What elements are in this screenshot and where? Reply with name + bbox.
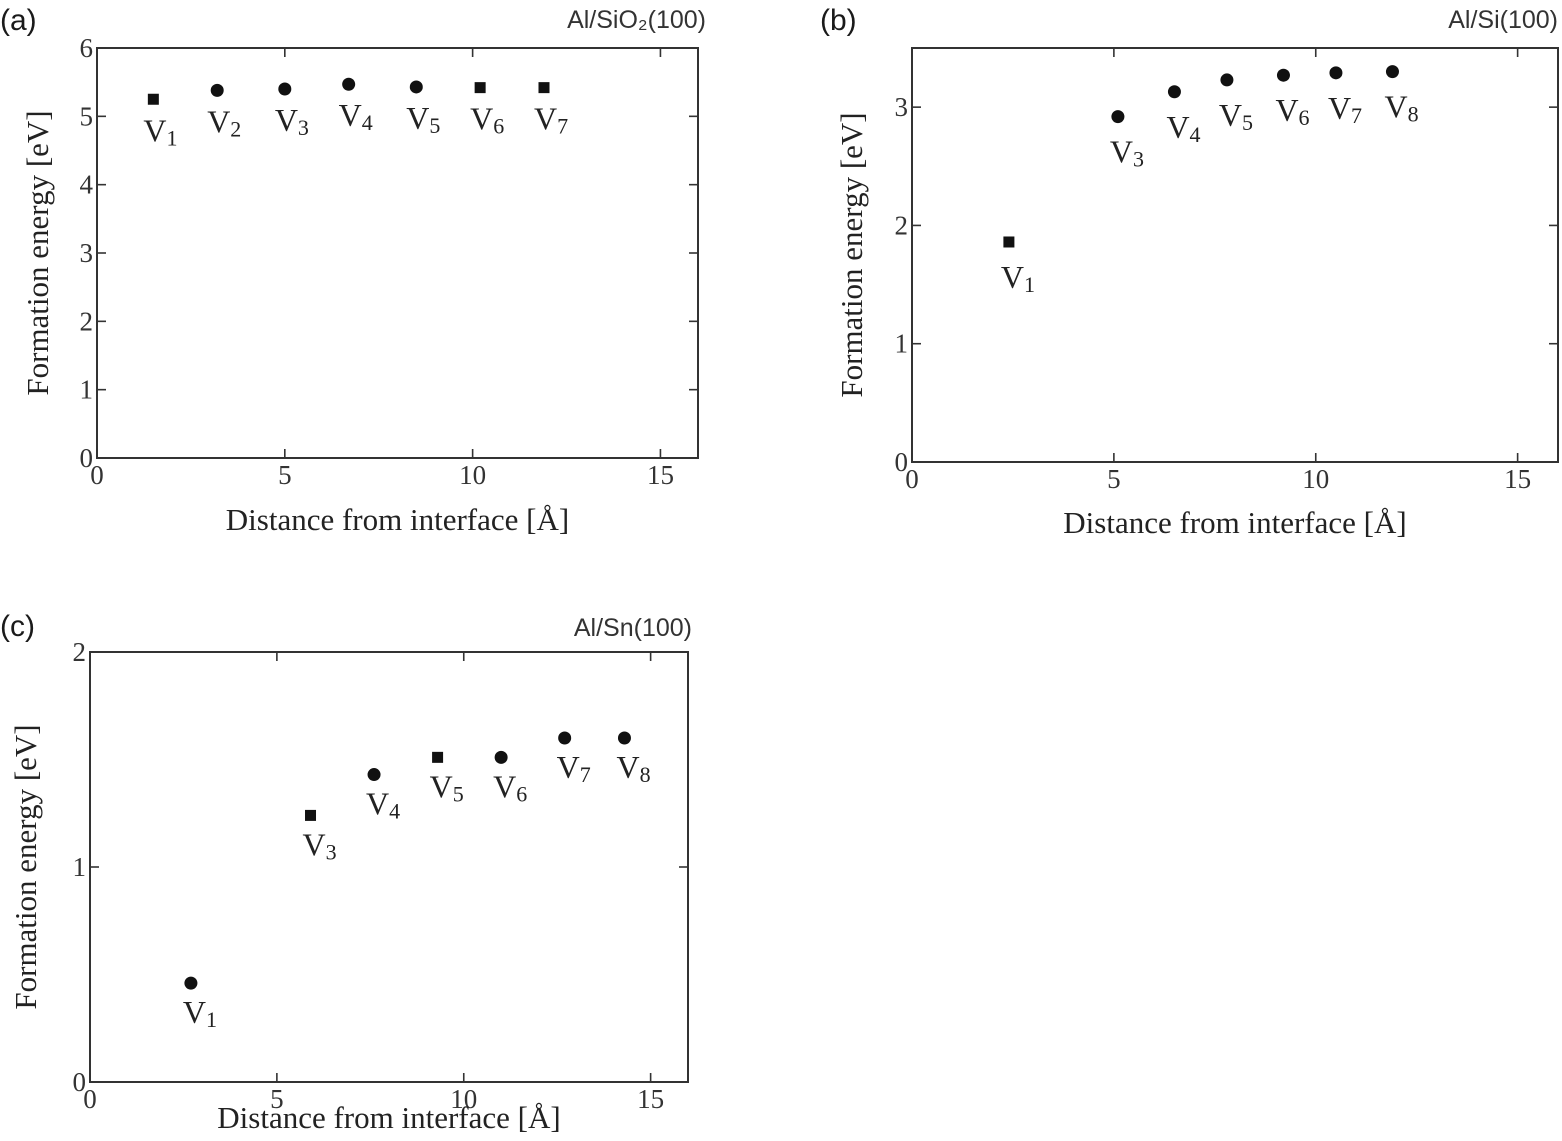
panel-a-point [409,80,423,94]
panel-a-point-label: V4 [339,97,373,135]
panel-c-point-label: V1 [183,994,217,1032]
panel-c-title: Al/Sn(100) [574,614,692,642]
panel-b-xtick-label: 5 [1107,464,1121,494]
panel-c-xtick-label: 0 [83,1084,97,1114]
panel-c-point-label: V8 [616,749,650,787]
panel-a-ytick-label: 2 [80,306,94,336]
panel-b-point [1111,110,1125,124]
panel-b-point-label: V1 [1001,259,1035,297]
panel-c-xtick-label: 15 [637,1084,664,1114]
panel-c-point [432,751,444,763]
panel-a-point [210,83,224,97]
panel-c-point-label: V7 [557,749,591,787]
panel-c-point-label: V3 [303,826,337,864]
panel-b-point-label: V3 [1110,134,1144,172]
panel-b: (b) Al/Si(100) 0 5 10 15 0 1 2 3 Distance from int… [820,4,1559,540]
panel-c-letter: (c) [0,610,35,643]
panel-b-point-label: V5 [1219,97,1253,135]
panel-a-point-label: V5 [406,100,440,138]
panel-a-xtick-label: 10 [459,460,486,490]
panel-a-ytick-label: 1 [80,375,94,405]
panel-a-point-label: V6 [470,101,504,139]
panel-b-ytick-label: 3 [895,92,909,122]
panel-c-xlabel: Distance from interface [Å] [217,1100,560,1135]
panel-b-xtick-label: 0 [905,464,919,494]
panel-c-point [305,809,317,821]
panel-b-point-label: V8 [1384,89,1418,127]
panel-a-xlabel: Distance from interface [Å] [226,502,569,537]
panel-a-point-label: V2 [207,103,241,141]
panel-a-point [147,93,159,105]
panel-c-point [558,731,572,745]
panel-b-point-label: V7 [1328,90,1362,128]
panel-c-ylabel: Formation energy [eV] [8,724,43,1009]
panel-a-point [474,82,486,94]
panel-c-point [617,731,631,745]
panel-a-point-label: V3 [275,102,309,140]
panel-b-plot-frame [911,47,1559,463]
panel-c-xtick-label: 5 [270,1084,284,1114]
panel-b-xlabel: Distance from interface [Å] [1063,505,1406,540]
panel-c-xtick-label: 10 [450,1084,477,1114]
panel-a: (a) Al/SiO₂(100) 0 5 10 15 0 1 2 3 4 5 6 Distance fro… [0,4,706,537]
panel-c-ytick-label: 2 [73,637,87,667]
panel-a-point [342,77,356,91]
panel-a-ytick-label: 4 [80,170,94,200]
panel-b-ylabel: Formation energy [eV] [834,112,869,397]
panel-b-ytick-label: 2 [895,210,909,240]
panel-a-ytick-label: 0 [80,443,94,473]
panel-a-ylabel: Formation energy [eV] [20,110,55,395]
panel-b-ytick-label: 1 [895,329,909,359]
panel-c-point [494,750,508,764]
panel-b-point [1167,85,1181,99]
panel-c: (c) Al/Sn(100) 0 5 10 15 0 1 2 Distance from inte… [0,610,692,1135]
panel-a-letter: (a) [0,4,37,37]
panel-a-ytick-label: 5 [80,101,94,131]
panel-b-point [1220,73,1234,87]
panel-a-ytick-label: 6 [80,33,94,63]
panel-a-point-label: V1 [143,112,177,150]
panel-b-point [1276,68,1290,82]
panel-c-ytick-label: 1 [73,852,87,882]
panel-a-xtick-label: 0 [90,460,104,490]
panel-c-point-label: V6 [493,768,527,806]
panel-a-plot-frame [96,47,699,459]
panel-c-point [367,768,381,782]
panel-b-point [1003,236,1015,248]
panel-b-title: Al/Si(100) [1448,6,1558,34]
panel-a-point [278,82,292,96]
panel-a-point-label: V7 [534,101,568,139]
panel-a-xtick-label: 5 [278,460,292,490]
panel-b-xtick-label: 10 [1302,464,1329,494]
panel-b-xtick-label: 15 [1504,464,1531,494]
panel-b-ytick-label: 0 [895,447,909,477]
panel-b-point-label: V6 [1275,92,1309,130]
panel-a-xtick-label: 15 [647,460,674,490]
panel-c-point [184,976,198,990]
panel-c-point-label: V4 [366,786,400,824]
panel-c-plot-frame [89,651,689,1083]
panel-c-ytick-label: 0 [73,1067,87,1097]
panel-a-title: Al/SiO₂(100) [567,6,706,34]
panel-b-point-label: V4 [1166,109,1200,147]
panel-b-letter: (b) [820,4,857,37]
panel-a-point [538,82,550,94]
panel-c-point-label: V5 [430,768,464,806]
panel-b-point [1385,65,1399,79]
panel-b-point [1329,66,1343,80]
panel-a-ytick-label: 3 [80,238,94,268]
